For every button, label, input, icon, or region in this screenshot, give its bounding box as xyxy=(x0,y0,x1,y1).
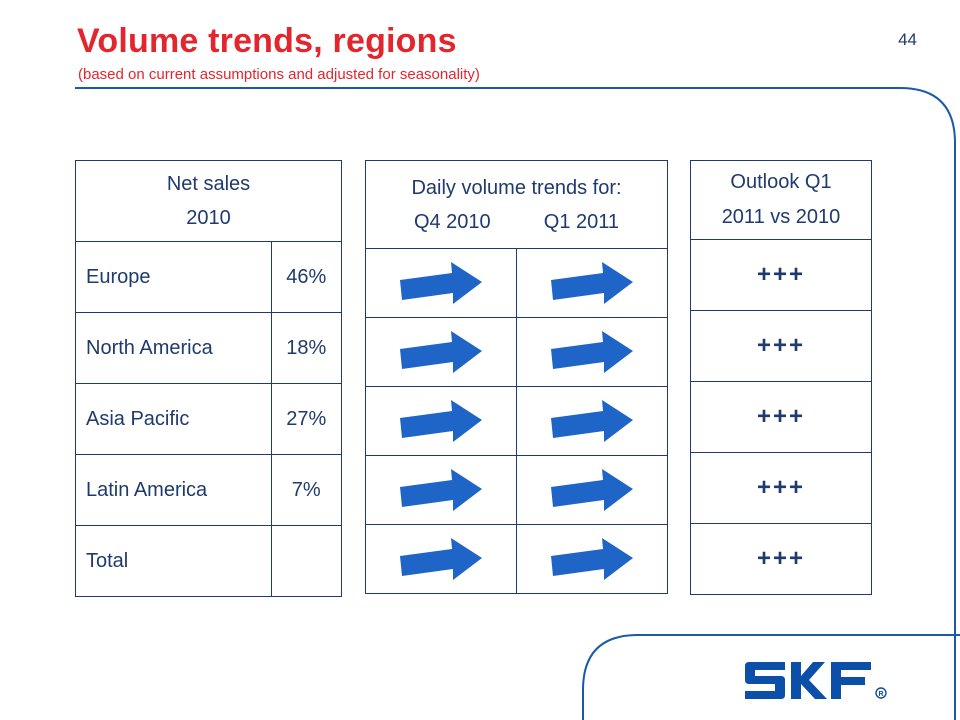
daily-volume-header-line1: Daily volume trends for: xyxy=(411,176,622,199)
region-share: 18% xyxy=(270,312,342,384)
trend-cell-q1 xyxy=(516,248,668,318)
right-arrow-icon xyxy=(551,538,633,580)
trend-cell-q4 xyxy=(365,524,517,594)
region-share: 7% xyxy=(270,454,342,526)
outlook-value: +++ xyxy=(690,310,872,382)
outlook-header-line2: 2011 vs 2010 xyxy=(721,206,841,228)
region-name: Latin America xyxy=(75,454,272,526)
right-arrow-icon xyxy=(400,400,482,442)
table-row: +++ xyxy=(690,381,872,453)
table-row xyxy=(365,317,668,387)
table-row: Asia Pacific 27% xyxy=(75,383,342,455)
slide-title: Volume trends, regions xyxy=(77,22,457,60)
table-row: Europe 46% xyxy=(75,241,342,313)
outlook-value: +++ xyxy=(690,381,872,453)
right-arrow-icon xyxy=(551,262,633,304)
region-name: North America xyxy=(75,312,272,384)
table-row: North America 18% xyxy=(75,312,342,384)
right-arrow-icon xyxy=(400,538,482,580)
net-sales-header-line1: Net sales xyxy=(166,173,251,195)
table-row xyxy=(365,248,668,318)
table-row: +++ xyxy=(690,523,872,595)
region-name: Europe xyxy=(75,241,272,313)
table-row xyxy=(365,386,668,456)
net-sales-table: Net sales 2010 Europe 46% North America … xyxy=(75,160,342,597)
region-name: Total xyxy=(75,525,272,597)
table-row: +++ xyxy=(690,452,872,524)
table-row: Total xyxy=(75,525,342,597)
right-arrow-icon xyxy=(400,262,482,304)
outlook-value: +++ xyxy=(690,523,872,595)
trend-cell-q1 xyxy=(516,524,668,594)
trend-cell-q4 xyxy=(365,386,517,456)
right-arrow-icon xyxy=(551,469,633,511)
column-q1-2011: Q1 2011 xyxy=(543,210,620,233)
outlook-header-line1: Outlook Q1 xyxy=(730,171,832,193)
table-row: +++ xyxy=(690,310,872,382)
daily-volume-header-columns: Q4 2010 Q1 2011 xyxy=(366,205,667,239)
right-arrow-icon xyxy=(400,469,482,511)
region-share: 46% xyxy=(270,241,342,313)
daily-volume-table: Daily volume trends for: Q4 2010 Q1 2011 xyxy=(365,160,668,594)
net-sales-header-line2: 2010 xyxy=(186,207,231,229)
skf-logo: R xyxy=(745,662,887,699)
table-row: Latin America 7% xyxy=(75,454,342,526)
trend-cell-q4 xyxy=(365,248,517,318)
column-q4-2010: Q4 2010 xyxy=(413,210,491,233)
daily-volume-header: Daily volume trends for: Q4 2010 Q1 2011 xyxy=(365,160,668,249)
trend-cell-q1 xyxy=(516,317,668,387)
outlook-value: +++ xyxy=(690,452,872,524)
outlook-header: Outlook Q1 2011 vs 2010 xyxy=(690,160,872,240)
trend-cell-q1 xyxy=(516,455,668,525)
slide-subtitle: (based on current assumptions and adjust… xyxy=(78,66,480,83)
net-sales-header: Net sales 2010 xyxy=(75,160,342,242)
page-number: 44 xyxy=(898,30,917,49)
right-arrow-icon xyxy=(551,400,633,442)
region-share xyxy=(270,525,342,597)
table-row xyxy=(365,455,668,525)
outlook-table: Outlook Q1 2011 vs 2010 +++ +++ +++ +++ … xyxy=(690,160,872,595)
trend-cell-q4 xyxy=(365,455,517,525)
right-arrow-icon xyxy=(400,331,482,373)
table-row xyxy=(365,524,668,594)
table-row: +++ xyxy=(690,239,872,311)
outlook-value: +++ xyxy=(690,239,872,311)
right-arrow-icon xyxy=(551,331,633,373)
region-share: 27% xyxy=(270,383,342,455)
svg-text:R: R xyxy=(879,691,884,698)
trend-cell-q4 xyxy=(365,317,517,387)
trend-cell-q1 xyxy=(516,386,668,456)
region-name: Asia Pacific xyxy=(75,383,272,455)
